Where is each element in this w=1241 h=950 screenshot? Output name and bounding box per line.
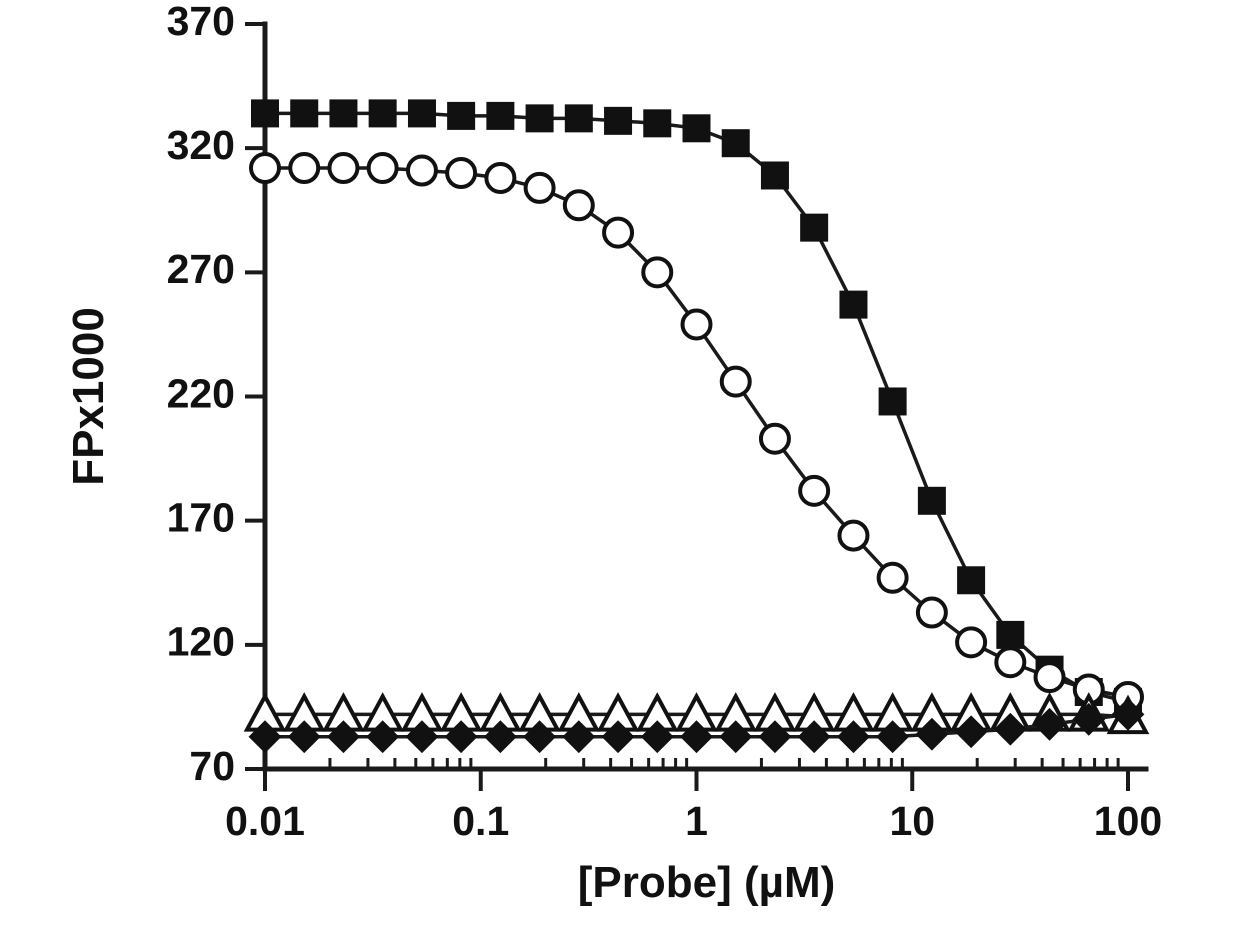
marker-diamond (680, 720, 713, 754)
y-tick-label: 270 (167, 246, 235, 292)
marker-diamond (248, 720, 282, 754)
marker-square (447, 101, 476, 130)
x-tick-label: 0.1 (452, 798, 509, 844)
marker-diamond (915, 717, 949, 751)
marker-square (839, 290, 868, 319)
x-tick-label: 100 (1094, 798, 1162, 844)
marker-circle (288, 152, 321, 185)
marker-square (368, 99, 397, 128)
marker-circle (1033, 661, 1066, 694)
marker-diamond (954, 715, 988, 749)
marker-square (251, 99, 279, 128)
marker-square (407, 99, 436, 128)
marker-square (290, 99, 319, 128)
marker-square (957, 566, 986, 595)
marker-diamond (444, 720, 478, 754)
marker-square (878, 387, 907, 416)
marker-square (525, 104, 554, 133)
marker-diamond (405, 720, 439, 754)
marker-circle (366, 152, 399, 185)
marker-diamond (993, 712, 1027, 746)
x-tick-label: 1 (685, 798, 708, 844)
series-filled-diamonds (248, 697, 1145, 754)
x-tick-label: 0.01 (225, 798, 305, 844)
marker-diamond (287, 720, 321, 754)
marker-circle (680, 308, 713, 341)
y-tick-label: 320 (167, 122, 235, 168)
marker-circle (562, 189, 595, 222)
marker-square (486, 101, 515, 130)
marker-square (996, 620, 1025, 649)
y-tick-label: 120 (167, 619, 235, 665)
marker-circle (798, 474, 831, 507)
y-tick-label: 170 (167, 494, 235, 540)
marker-circle (994, 646, 1027, 679)
marker-diamond (483, 720, 517, 754)
marker-circle (523, 171, 556, 204)
axis-lines-group (262, 21, 1149, 772)
marker-diamond (562, 720, 596, 754)
axis-labels-group: 0.01 0.1 1 10 100 70 120 170 220 270 320 370 [Probe]… (64, 0, 1162, 907)
marker-diamond (523, 720, 557, 754)
marker-circle (955, 626, 988, 659)
marker-circle (758, 422, 791, 455)
marker-diamond (1111, 697, 1145, 731)
series-open-circles (249, 152, 1144, 713)
marker-diamond (601, 720, 635, 754)
y-tick-label: 70 (189, 743, 235, 789)
marker-circle (445, 157, 478, 189)
y-axis-title: FPx1000 (64, 307, 113, 486)
marker-square (604, 106, 633, 135)
x-tick-label: 10 (889, 798, 935, 844)
marker-square (800, 213, 829, 242)
marker-circle (405, 154, 438, 187)
marker-diamond (366, 720, 400, 754)
marker-circle (719, 365, 752, 398)
marker-diamond (1072, 702, 1106, 736)
marker-square (682, 114, 711, 143)
marker-diamond (797, 720, 831, 754)
marker-diamond (876, 720, 910, 754)
axis-spines (262, 21, 1149, 772)
x-axis-title: [Probe] (µM) (578, 858, 836, 907)
marker-circle (602, 216, 635, 249)
marker-square (721, 129, 750, 158)
marker-circle (641, 256, 674, 289)
marker-circle (876, 561, 909, 594)
marker-circle (915, 596, 948, 629)
marker-square (643, 109, 672, 138)
marker-diamond (1033, 707, 1066, 741)
marker-circle (327, 152, 360, 185)
marker-diamond (719, 720, 753, 754)
marker-diamond (837, 720, 870, 754)
series-line (265, 111, 1129, 704)
marker-circle (249, 152, 281, 185)
marker-diamond (327, 720, 360, 754)
y-tick-label: 220 (167, 370, 235, 416)
marker-square (564, 104, 593, 133)
marker-circle (484, 161, 517, 194)
series-filled-squares (251, 99, 1142, 716)
marker-square (760, 161, 789, 190)
marker-square (329, 99, 358, 128)
marker-circle (837, 519, 870, 552)
marker-square (917, 486, 946, 515)
y-tick-label: 370 (167, 0, 235, 44)
marker-diamond (758, 720, 792, 754)
data-series-group (243, 99, 1150, 754)
marker-diamond (640, 720, 674, 754)
